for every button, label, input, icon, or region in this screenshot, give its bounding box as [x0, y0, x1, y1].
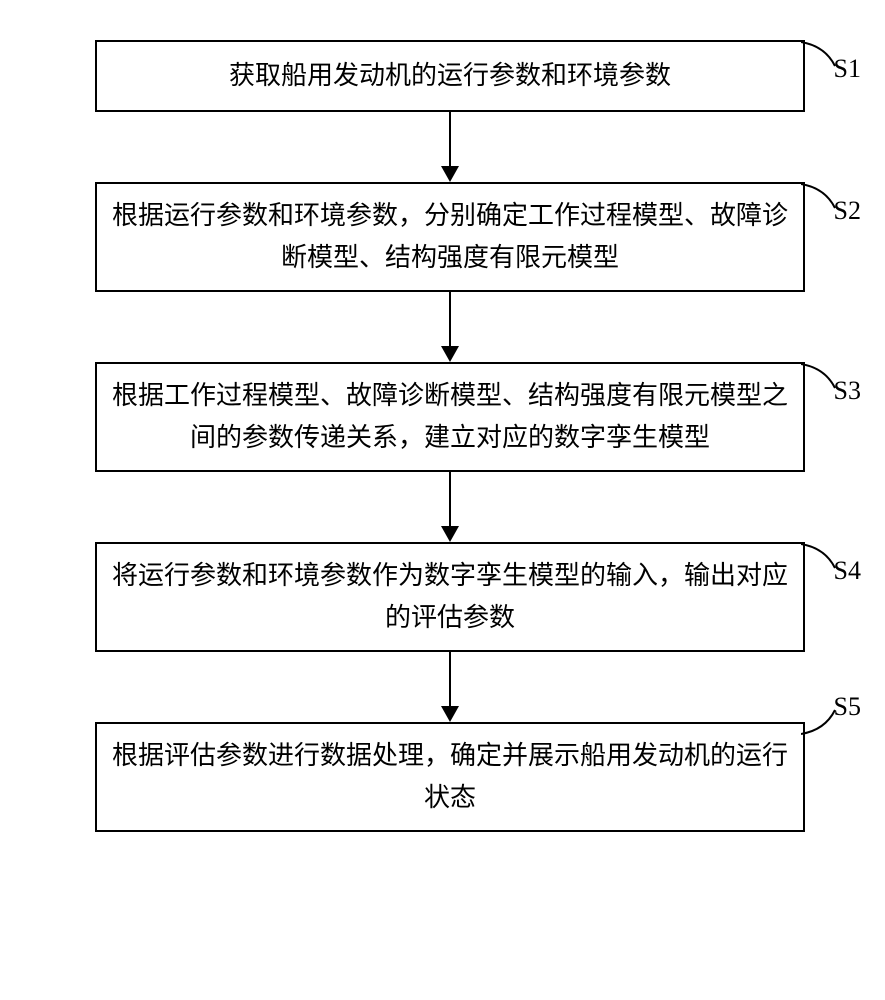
arrow-head-icon-4: [441, 706, 459, 722]
step-wrapper-5: 根据评估参数进行数据处理，确定并展示船用发动机的运行状态 S5: [60, 722, 840, 832]
arrow-line-1: [449, 112, 451, 166]
arrow-head-icon-3: [441, 526, 459, 542]
step-text-5: 根据评估参数进行数据处理，确定并展示船用发动机的运行状态: [109, 735, 791, 818]
step-label-2: S2: [834, 190, 861, 232]
step-text-2: 根据运行参数和环境参数，分别确定工作过程模型、故障诊断模型、结构强度有限元模型: [109, 195, 791, 278]
step-box-1: 获取船用发动机的运行参数和环境参数 S1: [95, 40, 805, 112]
arrow-4: [441, 652, 459, 722]
arrow-3: [441, 472, 459, 542]
step-wrapper-4: 将运行参数和环境参数作为数字孪生模型的输入，输出对应的评估参数 S4: [60, 542, 840, 722]
arrow-line-4: [449, 652, 451, 706]
arrow-2: [441, 292, 459, 362]
arrow-head-icon-1: [441, 166, 459, 182]
step-text-1: 获取船用发动机的运行参数和环境参数: [109, 55, 791, 97]
step-label-4: S4: [834, 550, 861, 592]
step-wrapper-2: 根据运行参数和环境参数，分别确定工作过程模型、故障诊断模型、结构强度有限元模型 …: [60, 182, 840, 362]
step-text-4: 将运行参数和环境参数作为数字孪生模型的输入，输出对应的评估参数: [109, 555, 791, 638]
arrow-line-3: [449, 472, 451, 526]
step-box-2: 根据运行参数和环境参数，分别确定工作过程模型、故障诊断模型、结构强度有限元模型 …: [95, 182, 805, 292]
step-wrapper-3: 根据工作过程模型、故障诊断模型、结构强度有限元模型之间的参数传递关系，建立对应的…: [60, 362, 840, 542]
arrow-head-icon-2: [441, 346, 459, 362]
step-text-3: 根据工作过程模型、故障诊断模型、结构强度有限元模型之间的参数传递关系，建立对应的…: [109, 375, 791, 458]
step-wrapper-1: 获取船用发动机的运行参数和环境参数 S1: [60, 40, 840, 182]
arrow-1: [441, 112, 459, 182]
step-box-4: 将运行参数和环境参数作为数字孪生模型的输入，输出对应的评估参数 S4: [95, 542, 805, 652]
arrow-line-2: [449, 292, 451, 346]
step-label-3: S3: [834, 370, 861, 412]
flowchart-container: 获取船用发动机的运行参数和环境参数 S1 根据运行参数和环境参数，分别确定工作过…: [60, 40, 840, 832]
step-label-5: S5: [834, 686, 861, 728]
step-label-1: S1: [834, 48, 861, 90]
step-box-3: 根据工作过程模型、故障诊断模型、结构强度有限元模型之间的参数传递关系，建立对应的…: [95, 362, 805, 472]
step-box-5: 根据评估参数进行数据处理，确定并展示船用发动机的运行状态 S5: [95, 722, 805, 832]
